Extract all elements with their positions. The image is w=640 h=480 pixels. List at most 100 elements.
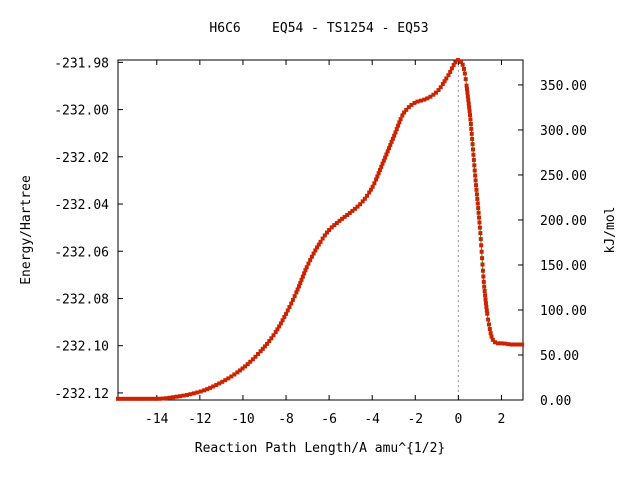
data-point bbox=[480, 268, 485, 273]
y-tick-label: -232.06 bbox=[54, 245, 109, 260]
y-tick-label: -232.02 bbox=[54, 151, 109, 166]
data-point bbox=[299, 277, 304, 282]
data-point bbox=[256, 352, 261, 357]
data-point bbox=[277, 324, 282, 329]
data-point bbox=[334, 220, 339, 225]
data-point bbox=[483, 293, 488, 298]
data-point bbox=[292, 294, 297, 299]
data-point bbox=[477, 215, 482, 220]
data-point bbox=[340, 216, 345, 221]
data-point bbox=[394, 127, 399, 132]
data-point bbox=[342, 214, 347, 219]
data-point bbox=[295, 287, 300, 292]
data-point bbox=[147, 396, 152, 401]
data-point bbox=[329, 225, 334, 230]
data-point bbox=[229, 374, 234, 379]
data-point bbox=[496, 341, 501, 346]
data-point bbox=[285, 308, 290, 313]
data-point bbox=[171, 395, 176, 400]
data-point bbox=[463, 77, 468, 82]
y2-tick-label: 350.00 bbox=[540, 79, 587, 94]
y-tick-label: -232.04 bbox=[54, 198, 109, 213]
data-point bbox=[350, 208, 355, 213]
data-point bbox=[389, 139, 394, 144]
data-point bbox=[380, 161, 385, 166]
data-point bbox=[404, 107, 409, 112]
data-point bbox=[483, 297, 488, 302]
x-tick-label: 2 bbox=[498, 412, 506, 427]
data-point bbox=[400, 113, 405, 118]
data-point bbox=[271, 333, 276, 338]
data-point bbox=[513, 342, 518, 347]
data-point bbox=[355, 204, 360, 209]
data-point bbox=[352, 206, 357, 211]
y2-tick-label: 0.00 bbox=[540, 394, 571, 409]
data-point bbox=[232, 372, 237, 377]
data-point bbox=[167, 395, 172, 400]
x-tick-label: -12 bbox=[188, 412, 211, 427]
data-point bbox=[409, 102, 414, 107]
data-point bbox=[475, 196, 480, 201]
data-point bbox=[284, 311, 289, 316]
data-point bbox=[379, 164, 384, 169]
data-point bbox=[472, 168, 477, 173]
data-point bbox=[451, 63, 456, 68]
data-point bbox=[300, 274, 305, 279]
data-point bbox=[415, 99, 420, 104]
data-point bbox=[387, 146, 392, 151]
data-point bbox=[202, 388, 207, 393]
data-point bbox=[269, 336, 274, 341]
y-axis-title: Energy/Hartree bbox=[19, 175, 34, 285]
data-point bbox=[214, 382, 219, 387]
data-point bbox=[174, 394, 179, 399]
data-point bbox=[290, 297, 295, 302]
data-point bbox=[473, 178, 478, 183]
data-point bbox=[509, 342, 514, 347]
data-point bbox=[223, 378, 228, 383]
data-point bbox=[195, 390, 200, 395]
data-point bbox=[368, 187, 373, 192]
data-point bbox=[153, 396, 158, 401]
data-point bbox=[486, 317, 491, 322]
data-point bbox=[278, 321, 283, 326]
data-point bbox=[390, 136, 395, 141]
data-point bbox=[406, 105, 411, 110]
data-point bbox=[499, 341, 504, 346]
data-point bbox=[143, 396, 148, 401]
data-point bbox=[470, 142, 475, 147]
data-point bbox=[502, 341, 507, 346]
data-point bbox=[388, 143, 393, 147]
data-point bbox=[360, 199, 365, 204]
data-point bbox=[472, 163, 477, 168]
data-point bbox=[375, 174, 380, 179]
data-point bbox=[442, 79, 447, 84]
data-point bbox=[520, 342, 525, 347]
data-point bbox=[129, 396, 134, 401]
data-point bbox=[470, 136, 475, 141]
data-point bbox=[181, 393, 186, 398]
data-point bbox=[471, 152, 476, 157]
data-point bbox=[476, 206, 481, 211]
x-tick-label: -8 bbox=[278, 412, 294, 427]
data-point bbox=[126, 396, 131, 401]
data-point bbox=[289, 301, 294, 306]
data-point bbox=[337, 218, 342, 223]
data-point bbox=[461, 66, 466, 71]
data-point bbox=[262, 344, 267, 349]
data-point bbox=[302, 271, 307, 276]
data-point bbox=[287, 305, 292, 310]
data-point bbox=[376, 171, 381, 176]
data-point bbox=[140, 396, 145, 401]
data-point bbox=[453, 60, 458, 65]
y-axis-ticks: -231.98 -232.00 -232.02 -232.04 -232.06 -232.… bbox=[54, 56, 123, 402]
data-point bbox=[484, 308, 489, 313]
data-point bbox=[226, 376, 231, 381]
data-point bbox=[471, 147, 476, 152]
y2-tick-label: 200.00 bbox=[540, 214, 587, 229]
data-point bbox=[258, 349, 263, 354]
data-point bbox=[446, 73, 451, 78]
data-point bbox=[436, 88, 441, 93]
data-point bbox=[164, 396, 169, 401]
y2-axis-ticks: 350.00 300.00 250.00 200.00 150.00 100.00 50.0… bbox=[518, 79, 587, 409]
data-point bbox=[370, 184, 375, 189]
